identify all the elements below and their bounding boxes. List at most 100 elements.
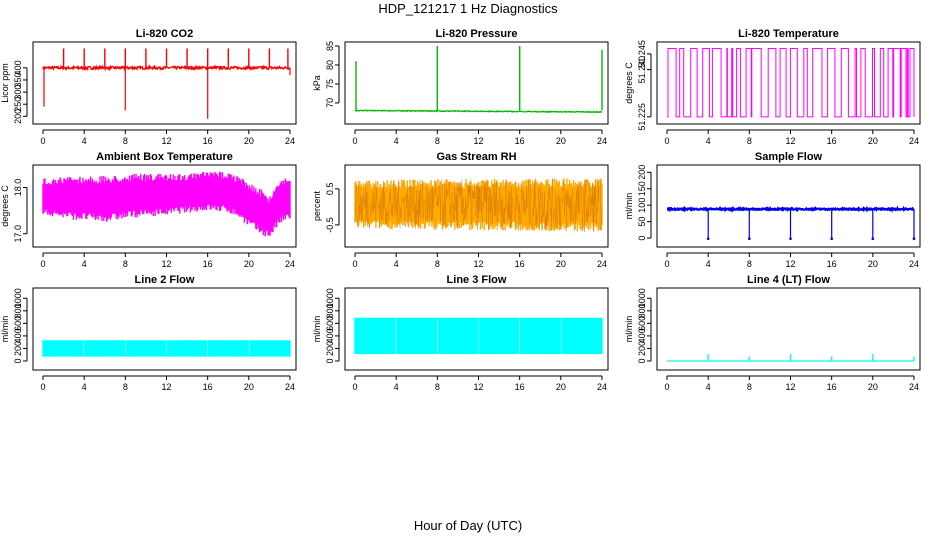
x-tick-label: 16 (515, 382, 525, 392)
series-line (354, 109, 603, 114)
y-tick-label: 800 (325, 303, 335, 318)
y-tick-label: 85 (325, 41, 335, 51)
x-tick-label: 20 (556, 259, 566, 269)
x-tick-label: 12 (785, 259, 795, 269)
x-tick-label: 16 (203, 382, 213, 392)
x-tick-label: 4 (394, 136, 399, 146)
x-tick-label: 24 (909, 136, 919, 146)
series-line (667, 48, 915, 118)
x-tick-label: 20 (868, 382, 878, 392)
data-series (42, 340, 291, 357)
x-tick-label: 12 (473, 259, 483, 269)
x-tick-label: 20 (868, 259, 878, 269)
x-axis: 0 4 8 12 16 20 24 (40, 375, 295, 392)
series-noise (354, 178, 603, 232)
chart-line4: Line 4 (LT) Flow 0 4 8 12 16 20 24 0 200400600800… (624, 274, 921, 392)
x-tick-label: 20 (556, 136, 566, 146)
x-axis: 0 4 8 12 16 20 24 (40, 252, 295, 269)
plot-frame (32, 164, 297, 248)
y-tick-label: 80 (325, 60, 335, 70)
chart-title: Li-820 CO2 (136, 28, 193, 40)
chart-title: Li-820 Pressure (436, 28, 518, 40)
x-tick-label: 8 (123, 136, 128, 146)
y-tick-label: 600 (325, 316, 335, 331)
y-axis-label: ml/min (312, 316, 322, 343)
x-tick-label: 24 (597, 136, 607, 146)
x-tick-label: 8 (123, 259, 128, 269)
y-tick-label: 75 (325, 79, 335, 89)
x-tick-label: 8 (747, 259, 752, 269)
plot-frame (656, 164, 921, 248)
y-tick-label: 51.245 (637, 40, 647, 68)
x-tick-label: 0 (40, 136, 45, 146)
x-tick-label: 8 (123, 382, 128, 392)
figure-title: HDP_121217 1 Hz Diagnostics (378, 1, 558, 16)
x-tick-label: 20 (868, 136, 878, 146)
y-tick-label: 18.0 (13, 179, 23, 197)
y-tick-label: 800 (13, 303, 23, 318)
plot-frame (656, 287, 921, 371)
y-tick-label: 200 (13, 109, 23, 124)
x-tick-label: 4 (82, 382, 87, 392)
y-tick-label: 0 (325, 358, 335, 363)
y-tick-label: 200 (637, 341, 647, 356)
y-axis-label: percent (312, 190, 322, 221)
chart-title: Li-820 Temperature (738, 28, 839, 40)
chart-co2: Li-820 CO2 0 4 8 12 16 20 24 200250300350400Lico… (0, 28, 297, 146)
spike-point-0 (706, 237, 710, 241)
x-tick-label: 4 (82, 136, 87, 146)
y-tick-label: 600 (13, 316, 23, 331)
x-tick-label: 4 (394, 382, 399, 392)
x-tick-label: 12 (785, 382, 795, 392)
x-tick-label: 4 (706, 136, 711, 146)
x-axis-label: Hour of Day (UTC) (413, 518, 523, 533)
data-series (667, 354, 915, 362)
x-tick-label: 0 (352, 382, 357, 392)
spike-point-4 (871, 237, 875, 241)
y-axis-label: ml/min (624, 316, 634, 343)
y-tick-label: 0 (13, 358, 23, 363)
y-tick-label: 400 (13, 328, 23, 343)
plot-frame (344, 164, 609, 248)
data-series (667, 48, 915, 118)
x-axis: 0 4 8 12 16 20 24 (664, 252, 919, 269)
x-tick-label: 8 (435, 136, 440, 146)
x-tick-label: 20 (244, 259, 254, 269)
x-tick-label: 4 (706, 382, 711, 392)
x-tick-label: 12 (473, 382, 483, 392)
x-tick-label: 16 (515, 136, 525, 146)
x-tick-label: 0 (664, 136, 669, 146)
y-axis-label: Licor ppm (0, 63, 10, 103)
chart-title: Ambient Box Temperature (96, 151, 233, 163)
y-tick-label: 200 (637, 165, 647, 180)
y-tick-label: 1000 (325, 288, 335, 308)
y-tick-label: 17.0 (13, 225, 23, 243)
data-series (42, 48, 291, 119)
x-tick-label: 4 (82, 259, 87, 269)
x-tick-label: 16 (827, 136, 837, 146)
y-axis-label: degrees C (0, 185, 10, 227)
y-tick-label: 0 (637, 358, 647, 363)
plot-frame (344, 41, 609, 125)
x-axis: 0 4 8 12 16 20 24 (352, 375, 607, 392)
y-tick-label: 400 (13, 60, 23, 75)
data-series (666, 205, 916, 241)
x-tick-label: 12 (785, 136, 795, 146)
series-band (354, 317, 603, 355)
y-tick-label: 50 (637, 217, 647, 227)
y-tick-label: 1000 (637, 288, 647, 308)
x-axis: 0 4 8 12 16 20 24 (352, 129, 607, 146)
x-tick-label: 24 (285, 136, 295, 146)
x-tick-label: 8 (435, 382, 440, 392)
data-series (354, 46, 603, 114)
x-axis: 0 4 8 12 16 20 24 (40, 129, 295, 146)
x-axis: 0 4 8 12 16 20 24 (352, 252, 607, 269)
chart-line3: Line 3 Flow 0 4 8 12 16 20 24 0 2004006008001000m… (312, 274, 609, 392)
plot-frame (32, 41, 297, 125)
spike-point-3 (830, 237, 833, 241)
chart-title: Gas Stream RH (436, 151, 516, 163)
